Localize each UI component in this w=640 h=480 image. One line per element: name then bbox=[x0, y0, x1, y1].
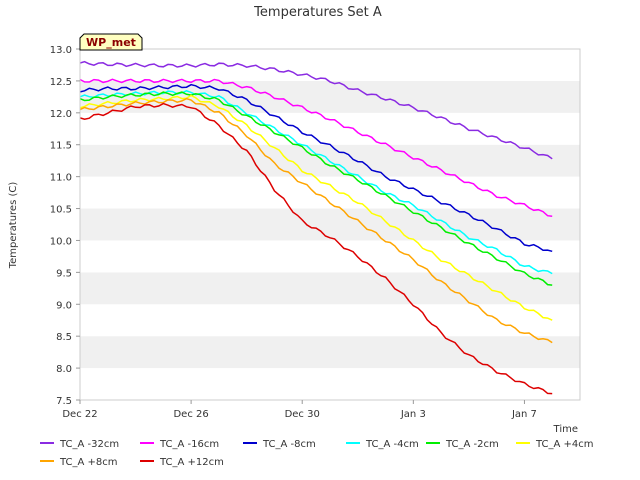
x-tick-label: Jan 3 bbox=[400, 409, 426, 420]
series-line-4 bbox=[79, 91, 553, 286]
x-tick-label: Jan 7 bbox=[511, 409, 537, 420]
site-label: WP_met bbox=[86, 36, 136, 49]
y-tick-label: 10.0 bbox=[50, 236, 72, 247]
y-tick-label: 9.0 bbox=[56, 300, 72, 311]
x-axis: Dec 22 Dec 26 Dec 30 Jan 3 Jan 7 bbox=[62, 400, 537, 420]
y-tick-label: 11.0 bbox=[50, 173, 72, 184]
legend-label: TC_A -4cm bbox=[365, 439, 419, 450]
legend-label: TC_A -2cm bbox=[445, 439, 499, 450]
series-line-5 bbox=[79, 94, 553, 321]
grid-band bbox=[80, 272, 580, 305]
legend-label: TC_A -16cm bbox=[159, 439, 219, 450]
plot-frame bbox=[79, 48, 581, 401]
y-tick-label: 8.5 bbox=[56, 332, 72, 343]
y-axis-label: Temperatures (C) bbox=[8, 182, 19, 270]
legend-label: TC_A -8cm bbox=[262, 439, 316, 450]
y-tick-label: 11.5 bbox=[50, 141, 72, 152]
y-tick-label: 8.0 bbox=[56, 364, 72, 375]
y-axis: 7.5 8.0 8.5 9.0 9.5 10.0 10.5 11.0 11.5 12.0 12.5 1… bbox=[50, 45, 80, 407]
legend-label: TC_A +4cm bbox=[535, 439, 594, 450]
series-layer bbox=[79, 60, 553, 395]
legend-label: TC_A +12cm bbox=[159, 457, 224, 468]
grid-band bbox=[80, 240, 580, 273]
x-tick-label: Dec 26 bbox=[173, 409, 208, 420]
x-tick-label: Dec 22 bbox=[62, 409, 97, 420]
y-tick-label: 9.5 bbox=[56, 268, 72, 279]
grid-band bbox=[80, 304, 580, 337]
x-axis-label: Time bbox=[553, 424, 578, 435]
series-line-0 bbox=[79, 60, 553, 160]
legend-label: TC_A +8cm bbox=[59, 457, 118, 468]
y-tick-label: 12.0 bbox=[50, 109, 72, 120]
grid-band bbox=[80, 112, 580, 145]
x-tick-label: Dec 30 bbox=[285, 409, 320, 420]
y-tick-label: 10.5 bbox=[50, 205, 72, 216]
y-tick-label: 13.0 bbox=[50, 45, 72, 56]
series-line-1 bbox=[79, 78, 553, 217]
y-tick-label: 7.5 bbox=[56, 396, 72, 407]
legend: TC_A -32cm TC_A -16cm TC_A -8cm TC_A -4cm TC… bbox=[40, 439, 594, 468]
chart-title: Temperatures Set A bbox=[253, 5, 382, 20]
grid-band bbox=[80, 336, 580, 369]
grid-band bbox=[80, 49, 580, 81]
series-line-6 bbox=[79, 97, 553, 344]
y-tick-label: 12.5 bbox=[50, 77, 72, 88]
series-line-2 bbox=[79, 83, 553, 253]
site-label-box: WP_met bbox=[79, 33, 143, 51]
grid-band bbox=[80, 80, 580, 113]
plot-background bbox=[80, 49, 580, 400]
series-line-7 bbox=[79, 102, 553, 395]
series-line-3 bbox=[79, 89, 553, 275]
legend-label: TC_A -32cm bbox=[59, 439, 119, 450]
grid-band bbox=[80, 368, 580, 400]
grid-band bbox=[80, 208, 580, 241]
